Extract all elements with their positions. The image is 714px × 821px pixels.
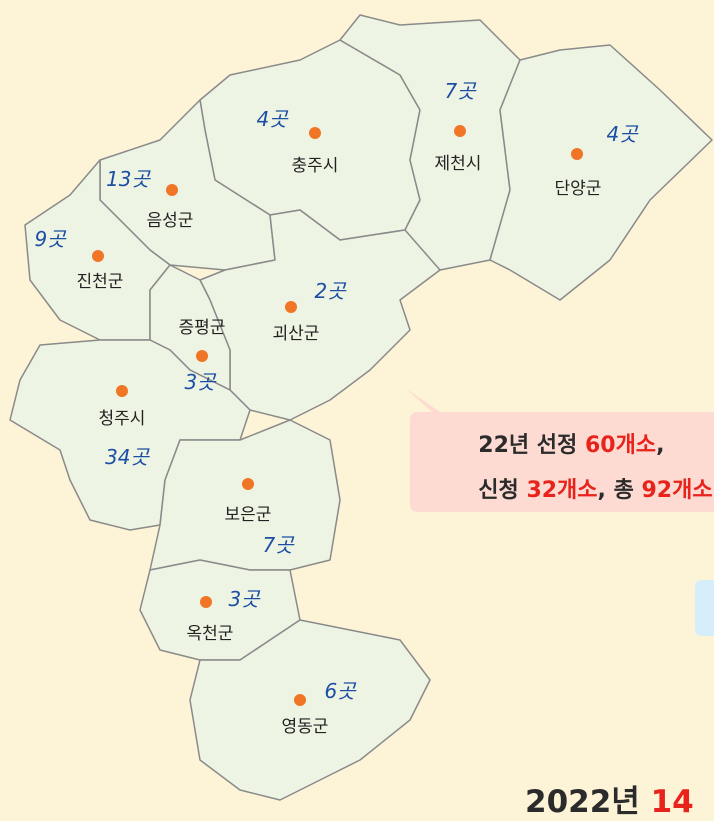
callout-line: 신청 32개소, 총 92개소 [440, 478, 714, 503]
region-dot [285, 301, 297, 313]
region-dot [454, 125, 466, 137]
callout-highlight: 92개소 [641, 478, 712, 503]
region-name: 진천군 [77, 272, 124, 292]
callout-text: 신청 [478, 478, 526, 503]
side-box [695, 580, 714, 636]
region-labels: 충주시4곳제천시7곳단양군4곳음성군13곳진천군9곳괴산군2곳증평군3곳청주시3… [34, 79, 639, 737]
regions [9, 14, 713, 801]
region-count: 6곳 [324, 679, 357, 703]
region-dot [294, 694, 306, 706]
region-count: 2곳 [314, 279, 347, 303]
region-dot [196, 350, 208, 362]
region-name: 제천시 [435, 154, 482, 174]
region-shape [149, 419, 341, 571]
callout-line: 22년 선정 60개소, [440, 433, 687, 458]
region-dot [571, 148, 583, 160]
region-name: 단양군 [555, 179, 602, 199]
region-count: 34곳 [105, 445, 150, 469]
region-dot [116, 385, 128, 397]
region-dot [92, 250, 104, 262]
footer-text: 2022년 [525, 784, 651, 820]
callout-text: , [656, 433, 664, 458]
region-name: 증평군 [179, 318, 226, 338]
callout-highlight: 60개소 [585, 433, 656, 458]
region-count: 3곳 [228, 587, 261, 611]
callout-highlight: 32개소 [526, 478, 597, 503]
footer-highlight: 14 [651, 784, 694, 820]
region-shape [189, 619, 431, 801]
region-count: 7곳 [262, 533, 295, 557]
region-count: 7곳 [444, 79, 477, 103]
region-dot [242, 478, 254, 490]
region-shape [489, 44, 713, 301]
region-name: 옥천군 [187, 624, 234, 644]
footer-title: 2022년 14 [525, 784, 694, 820]
region-dot [309, 127, 321, 139]
callout-bubble [405, 388, 714, 512]
region-name: 음성군 [147, 211, 194, 231]
region-shape [199, 209, 441, 421]
region-count: 3곳 [184, 370, 217, 394]
callout-text: , 총 [598, 478, 642, 503]
region-name: 영동군 [282, 717, 329, 737]
region-name: 충주시 [292, 156, 339, 176]
region-name: 괴산군 [273, 324, 320, 344]
region-dot [200, 596, 212, 608]
region-count: 13곳 [106, 167, 151, 191]
region-count: 9곳 [34, 227, 67, 251]
region-name: 청주시 [99, 409, 146, 429]
region-name: 보은군 [225, 505, 272, 525]
region-dot [166, 184, 178, 196]
region-count: 4곳 [606, 122, 639, 146]
callout-text: 22년 선정 [478, 433, 585, 458]
region-count: 4곳 [256, 107, 289, 131]
